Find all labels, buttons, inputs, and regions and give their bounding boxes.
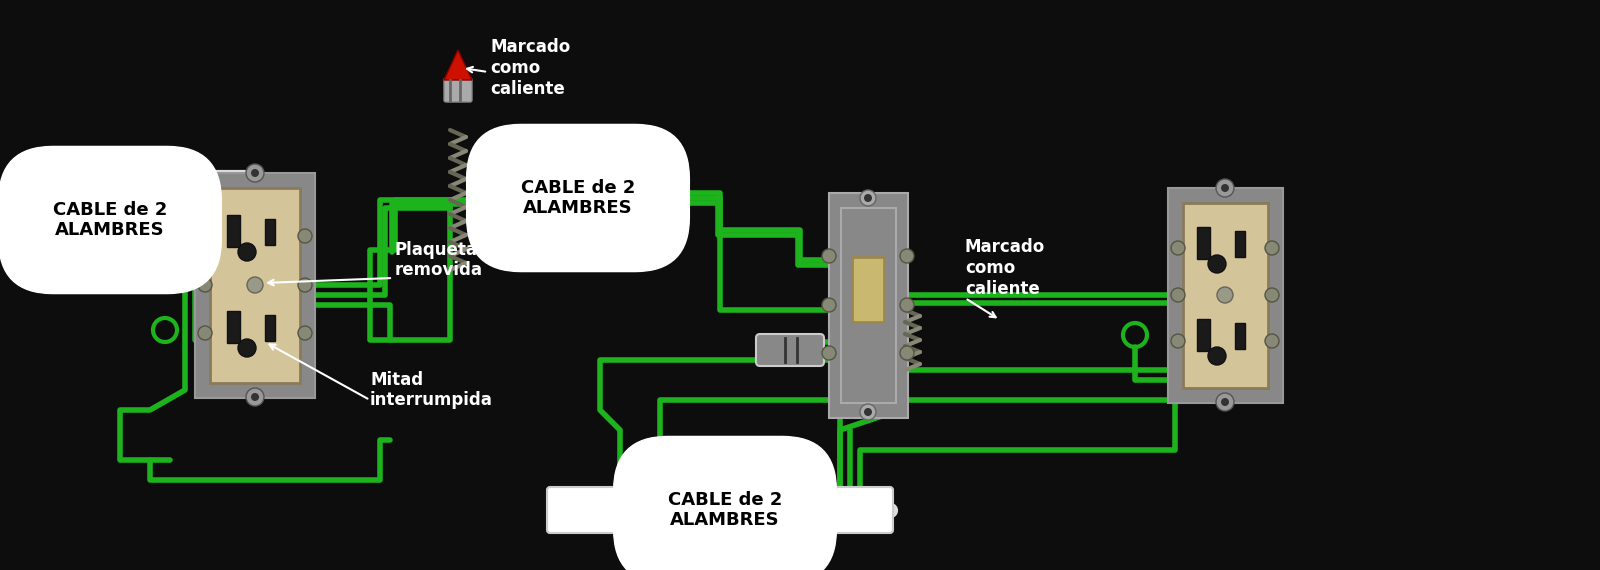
Circle shape (1171, 288, 1186, 302)
Circle shape (1221, 184, 1229, 192)
Circle shape (899, 298, 914, 312)
Text: CABLE de 2
ALAMBRES: CABLE de 2 ALAMBRES (522, 178, 635, 217)
Circle shape (822, 346, 835, 360)
Circle shape (251, 169, 259, 177)
Bar (842, 208, 896, 403)
Circle shape (1208, 255, 1226, 273)
FancyBboxPatch shape (478, 175, 541, 221)
FancyBboxPatch shape (547, 487, 893, 533)
Circle shape (1218, 287, 1234, 303)
Circle shape (198, 278, 211, 292)
Circle shape (1208, 347, 1226, 365)
Circle shape (1266, 241, 1278, 255)
Circle shape (822, 298, 835, 312)
Bar (1168, 188, 1283, 403)
Circle shape (198, 229, 211, 243)
Circle shape (822, 249, 835, 263)
Circle shape (864, 194, 872, 202)
Bar (829, 193, 909, 418)
Circle shape (251, 393, 259, 401)
FancyBboxPatch shape (19, 197, 90, 243)
FancyBboxPatch shape (606, 175, 674, 221)
Text: Marcado
como
caliente: Marcado como caliente (490, 38, 570, 98)
Text: CABLE de 2
ALAMBRES: CABLE de 2 ALAMBRES (667, 491, 782, 530)
FancyBboxPatch shape (445, 78, 472, 102)
Circle shape (899, 346, 914, 360)
Bar (266, 315, 275, 341)
Text: CABLE de 2
ALAMBRES: CABLE de 2 ALAMBRES (53, 201, 166, 239)
Circle shape (861, 404, 877, 420)
Bar (1235, 231, 1245, 257)
Circle shape (246, 164, 264, 182)
Bar (227, 311, 240, 343)
Circle shape (864, 408, 872, 416)
Bar (1235, 323, 1245, 349)
Bar (266, 219, 275, 245)
Circle shape (198, 326, 211, 340)
Bar (1197, 319, 1210, 351)
Circle shape (1266, 334, 1278, 348)
Bar (1182, 203, 1267, 388)
Text: Marcado
como
caliente: Marcado como caliente (965, 238, 1045, 298)
Circle shape (246, 388, 264, 406)
Bar (195, 173, 315, 398)
FancyBboxPatch shape (142, 197, 208, 243)
Text: Mitad
interrumpida: Mitad interrumpida (370, 370, 493, 409)
Circle shape (861, 190, 877, 206)
Circle shape (238, 339, 256, 357)
FancyBboxPatch shape (757, 334, 824, 366)
Polygon shape (445, 50, 472, 80)
Circle shape (298, 229, 312, 243)
Bar (1197, 227, 1210, 259)
Bar (210, 188, 301, 383)
Circle shape (1266, 288, 1278, 302)
Circle shape (1216, 179, 1234, 197)
Bar (227, 215, 240, 247)
Circle shape (1221, 398, 1229, 406)
Circle shape (246, 277, 262, 293)
Text: Plaqueta
removida: Plaqueta removida (395, 241, 483, 279)
Circle shape (298, 326, 312, 340)
Circle shape (1171, 334, 1186, 348)
Bar (851, 257, 883, 322)
Circle shape (1216, 393, 1234, 411)
Circle shape (298, 278, 312, 292)
Circle shape (899, 249, 914, 263)
Circle shape (238, 243, 256, 261)
Circle shape (1171, 241, 1186, 255)
